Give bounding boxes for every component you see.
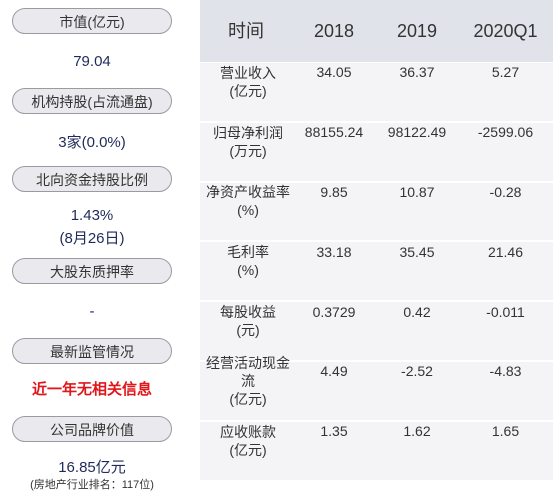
- row-label-line: (%): [237, 202, 259, 219]
- table-cell: 1.35: [320, 423, 348, 440]
- header-background: [200, 0, 553, 62]
- row-label-line: 净资产收益率: [206, 184, 290, 201]
- table-header: 2019: [396, 21, 438, 41]
- row-label-line: 归母净利润: [213, 124, 283, 141]
- row-label-line: (亿元): [229, 441, 267, 458]
- table-row: [200, 362, 553, 420]
- table-row: [200, 302, 553, 360]
- table-cell: -0.011: [486, 303, 525, 320]
- table-cell: 35.45: [399, 243, 435, 260]
- row-label-line: (万元): [229, 142, 267, 159]
- metric-value: 16.85亿元: [58, 459, 126, 476]
- metric-value: (8月26日): [59, 230, 125, 247]
- table-cell: 34.05: [316, 64, 352, 81]
- metric-value: 1.43%: [70, 207, 114, 224]
- row-label-line: 经营活动现金流: [206, 354, 290, 389]
- table-row: [200, 63, 553, 121]
- row-label-line: 应收账款: [220, 423, 276, 440]
- metric-label: 市值(亿元): [12, 8, 172, 34]
- metric-value: (房地产行业排名：117位): [30, 479, 154, 491]
- table-cell: 21.46: [487, 243, 524, 260]
- table-cell: -4.83: [489, 363, 522, 380]
- metric-label: 大股东质押率: [12, 258, 172, 284]
- table-cell: -0.28: [489, 184, 522, 201]
- row-label-line: (亿元): [229, 390, 267, 407]
- table-row: [200, 182, 553, 241]
- metric-label: 机构持股(占流通盘): [12, 88, 172, 114]
- table-cell: 88155.24: [304, 124, 364, 141]
- table-row: [200, 242, 553, 301]
- metric-value: -: [89, 303, 95, 320]
- table-cell: 0.3729: [312, 303, 356, 320]
- row-label: 应收账款 (亿元): [200, 412, 296, 470]
- row-label-line: (%): [237, 262, 259, 279]
- table-cell: 36.37: [399, 64, 435, 81]
- row-label: 净资产收益率 (%): [200, 173, 296, 231]
- table-cell: 0.42: [403, 303, 431, 320]
- table-cell: -2.52: [401, 363, 433, 380]
- table-cell: 5.27: [491, 64, 520, 81]
- table-cell: 10.87: [399, 184, 435, 201]
- metric-value: 近一年无相关信息: [31, 381, 152, 398]
- table-cell: -2599.06: [477, 124, 534, 141]
- table-cell: 4.49: [320, 363, 348, 380]
- table-cell: 98122.49: [387, 124, 447, 141]
- table-header: 2018: [313, 21, 355, 41]
- table-cell: 33.18: [316, 243, 352, 260]
- metric-value: 3家(0.0%): [58, 134, 126, 151]
- metric-value: 79.04: [73, 53, 111, 70]
- row-label-line: (亿元): [229, 82, 267, 99]
- row-label: 经营活动现金流 (亿元): [200, 352, 296, 410]
- metric-label: 公司品牌价值: [12, 416, 172, 442]
- row-label-line: 毛利率: [227, 244, 269, 261]
- row-label-line: 每股收益: [220, 304, 276, 321]
- row-label: 归母净利润 (万元): [200, 113, 296, 171]
- table-row: [200, 421, 553, 480]
- row-label: 每股收益 (元): [200, 292, 296, 350]
- row-label: 营业收入 (亿元): [200, 53, 296, 111]
- table-cell: 1.65: [491, 423, 520, 440]
- metric-label: 最新监管情况: [12, 338, 172, 364]
- table-header: 时间: [228, 21, 264, 41]
- row-label-line: 营业收入: [220, 64, 276, 81]
- metric-label: 北向资金持股比例: [12, 166, 172, 192]
- table-row: [200, 122, 553, 181]
- row-label: 毛利率 (%): [200, 232, 296, 290]
- row-label-line: (元): [236, 322, 260, 339]
- table-header: 2020Q1: [473, 21, 538, 41]
- table-cell: 1.62: [403, 423, 431, 440]
- table-cell: 9.85: [320, 184, 348, 201]
